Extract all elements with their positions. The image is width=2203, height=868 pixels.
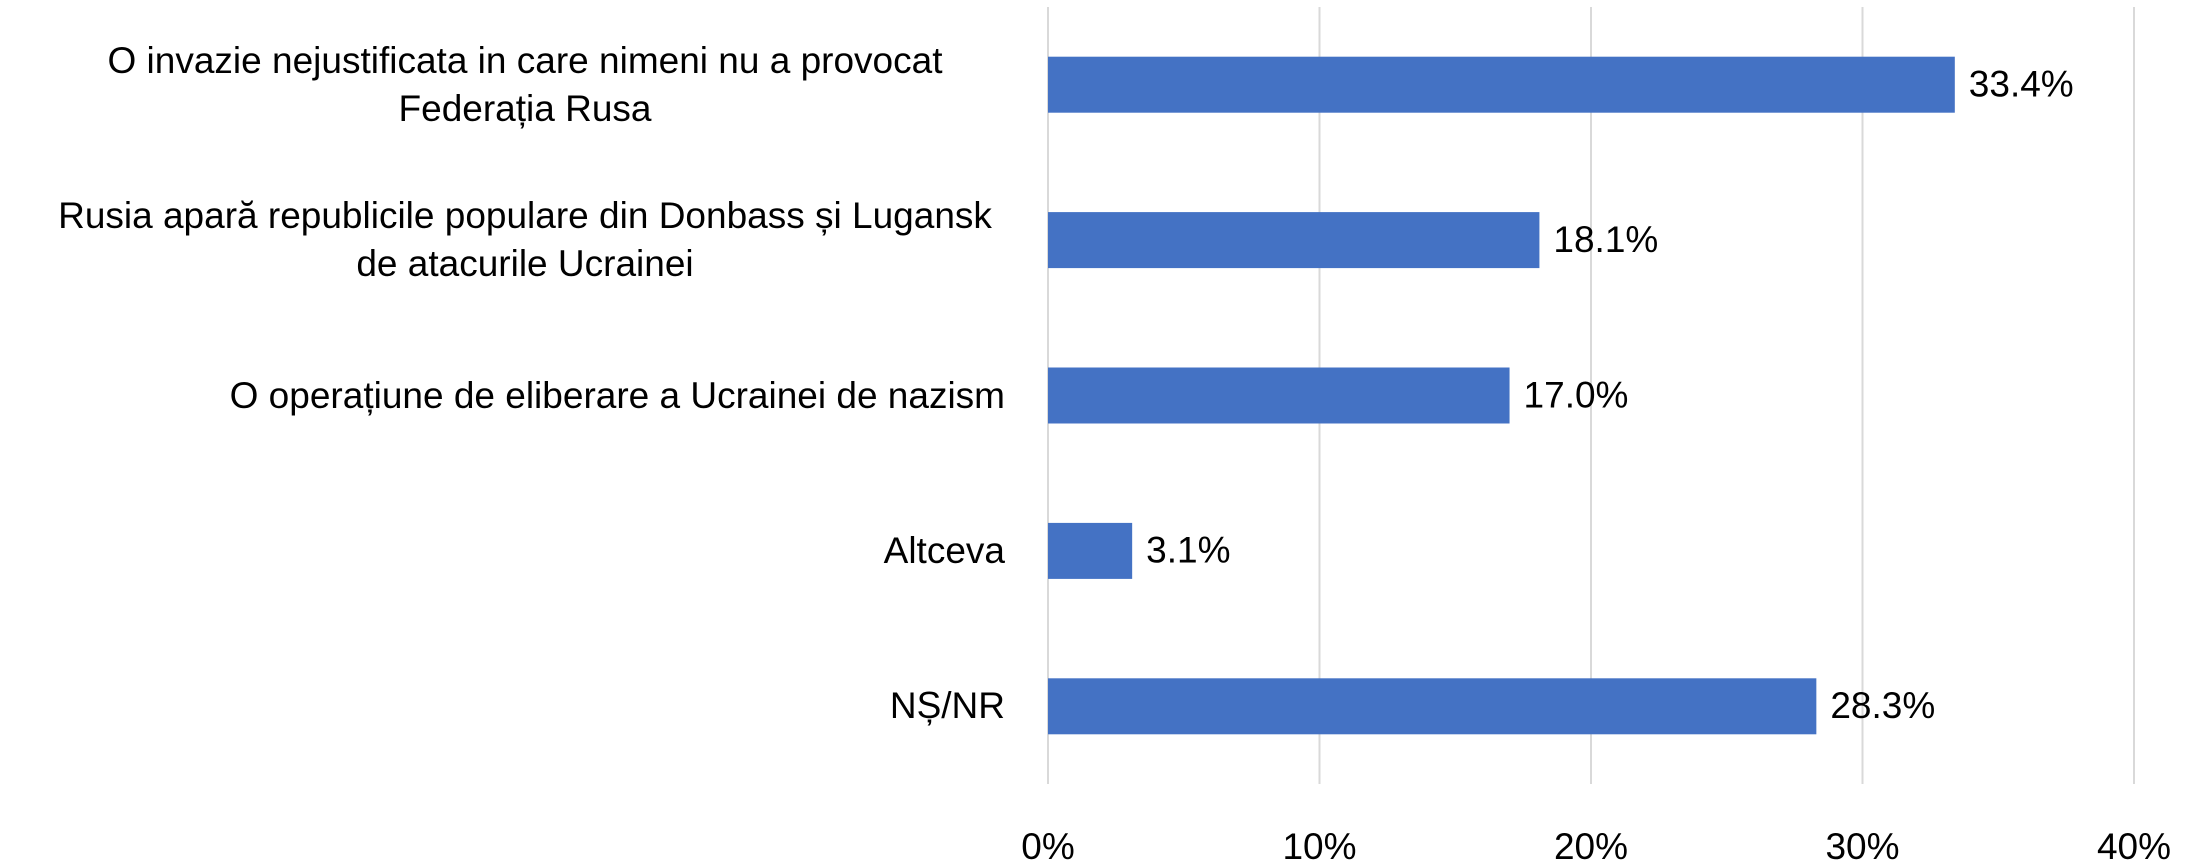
category-label: NȘ/NR xyxy=(0,682,1005,730)
value-label: 17.0% xyxy=(1524,374,1629,415)
category-label: O invazie nejustificata in care nimeni n… xyxy=(0,37,1005,133)
bar xyxy=(1048,56,1955,113)
bar xyxy=(1048,367,1510,424)
x-tick-label: 30% xyxy=(1825,826,1899,867)
value-label: 33.4% xyxy=(1969,63,2074,104)
bar xyxy=(1048,212,1540,269)
category-label: O operațiune de eliberare a Ucrainei de … xyxy=(0,371,1005,419)
value-label: 3.1% xyxy=(1146,530,1230,571)
value-label: 18.1% xyxy=(1553,219,1658,260)
category-label: Altceva xyxy=(0,527,1005,575)
category-text: O invazie nejustificata in care nimeni n… xyxy=(107,39,943,129)
category-text: Rusia apară republicile populare din Don… xyxy=(58,195,992,285)
x-tick-label: 20% xyxy=(1554,826,1628,867)
bar xyxy=(1048,522,1133,579)
category-text: NȘ/NR xyxy=(889,685,1005,727)
x-tick-label: 10% xyxy=(1282,826,1356,867)
category-text: O operațiune de eliberare a Ucrainei de … xyxy=(229,374,1005,416)
bar xyxy=(1048,678,1817,735)
value-label: 28.3% xyxy=(1830,685,1935,726)
x-tick-label: 40% xyxy=(2097,826,2171,867)
category-label: Rusia apară republicile populare din Don… xyxy=(0,192,1005,288)
category-text: Altceva xyxy=(883,529,1005,571)
x-tick-label: 0% xyxy=(1021,826,1074,867)
